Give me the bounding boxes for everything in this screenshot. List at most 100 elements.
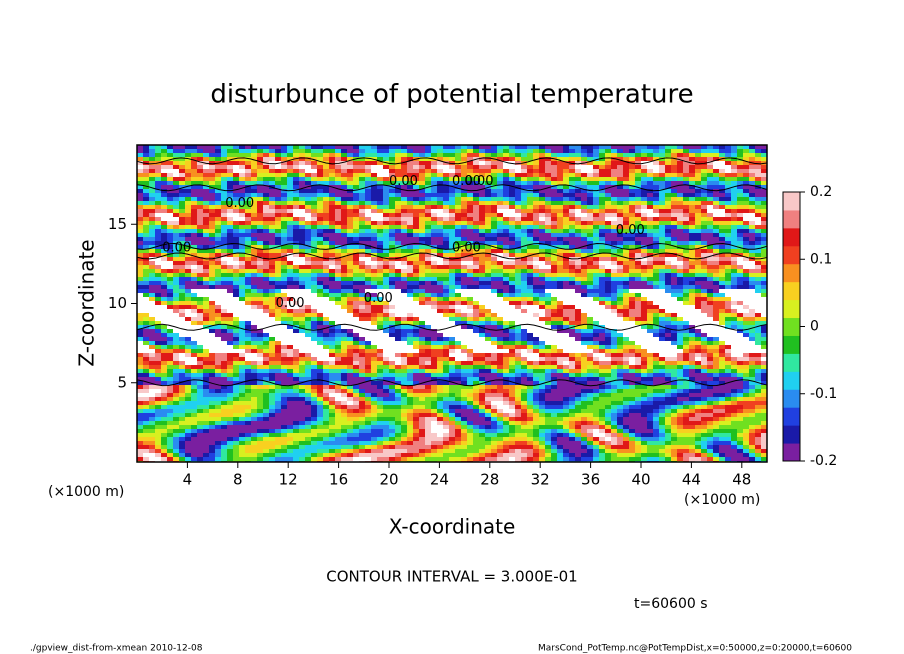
field-cell — [161, 289, 167, 293]
field-cell — [149, 221, 155, 225]
field-cell — [461, 457, 467, 461]
field-cell — [425, 277, 431, 281]
field-cell — [467, 233, 473, 237]
field-cell — [287, 385, 293, 389]
field-cell — [497, 209, 503, 213]
field-cell — [317, 345, 323, 349]
field-cell — [377, 189, 383, 193]
field-cell — [485, 373, 491, 377]
field-cell — [491, 189, 497, 193]
field-cell — [263, 197, 269, 201]
field-cell — [287, 237, 293, 241]
field-cell — [287, 357, 293, 361]
field-cell — [143, 181, 149, 185]
field-cell — [443, 241, 449, 245]
field-cell — [281, 433, 287, 437]
field-cell — [419, 209, 425, 213]
field-cell — [401, 225, 407, 229]
field-cell — [419, 229, 425, 233]
field-cell — [407, 221, 413, 225]
field-cell — [203, 405, 209, 409]
field-cell — [323, 317, 329, 321]
field-cell — [263, 193, 269, 197]
field-cell — [425, 161, 431, 165]
field-cell — [221, 177, 227, 181]
field-cell — [329, 249, 335, 253]
field-cell — [413, 413, 419, 417]
field-cell — [161, 341, 167, 345]
field-cell — [443, 273, 449, 277]
field-cell — [209, 445, 215, 449]
field-cell — [389, 345, 395, 349]
field-cell — [455, 413, 461, 417]
field-cell — [317, 197, 323, 201]
field-cell — [221, 157, 227, 161]
field-cell — [215, 209, 221, 213]
field-cell — [137, 189, 143, 193]
field-cell — [467, 197, 473, 201]
field-cell — [455, 293, 461, 297]
field-cell — [293, 449, 299, 453]
field-cell — [185, 449, 191, 453]
field-cell — [347, 377, 353, 381]
field-cell — [401, 181, 407, 185]
field-cell — [485, 425, 491, 429]
field-cell — [239, 377, 245, 381]
field-cell — [245, 425, 251, 429]
field-cell — [155, 321, 161, 325]
field-cell — [257, 153, 263, 157]
field-cell — [449, 357, 455, 361]
field-cell — [359, 165, 365, 169]
field-cell — [167, 277, 173, 281]
field-cell — [149, 173, 155, 177]
field-cell — [377, 213, 383, 217]
field-cell — [227, 349, 233, 353]
field-cell — [185, 261, 191, 265]
field-cell — [377, 273, 383, 277]
field-cell — [455, 193, 461, 197]
field-cell — [371, 365, 377, 369]
field-cell — [197, 385, 203, 389]
field-cell — [317, 429, 323, 433]
field-cell — [491, 349, 497, 353]
field-cell — [269, 337, 275, 341]
field-cell — [443, 365, 449, 369]
field-cell — [161, 349, 167, 353]
field-cell — [149, 409, 155, 413]
field-cell — [497, 421, 503, 425]
field-cell — [473, 229, 479, 233]
field-cell — [473, 265, 479, 269]
field-cell — [407, 169, 413, 173]
field-cell — [479, 417, 485, 421]
field-cell — [167, 261, 173, 265]
field-cell — [371, 293, 377, 297]
field-cell — [293, 453, 299, 457]
field-cell — [233, 213, 239, 217]
field-cell — [239, 225, 245, 229]
field-cell — [245, 249, 251, 253]
field-cell — [353, 185, 359, 189]
field-cell — [389, 237, 395, 241]
field-cell — [251, 217, 257, 221]
field-cell — [395, 253, 401, 257]
field-cell — [263, 413, 269, 417]
field-cell — [389, 333, 395, 337]
field-cell — [257, 241, 263, 245]
field-cell — [281, 189, 287, 193]
field-cell — [455, 377, 461, 381]
field-cell — [251, 425, 257, 429]
field-cell — [473, 193, 479, 197]
field-cell — [461, 149, 467, 153]
field-cell — [137, 185, 143, 189]
field-cell — [491, 389, 497, 393]
field-cell — [281, 353, 287, 357]
field-cell — [269, 201, 275, 205]
field-cell — [137, 449, 143, 453]
field-cell — [509, 269, 515, 273]
field-cell — [335, 429, 341, 433]
field-cell — [491, 309, 497, 313]
field-cell — [281, 441, 287, 445]
field-cell — [317, 417, 323, 421]
field-cell — [233, 401, 239, 405]
field-cell — [305, 413, 311, 417]
